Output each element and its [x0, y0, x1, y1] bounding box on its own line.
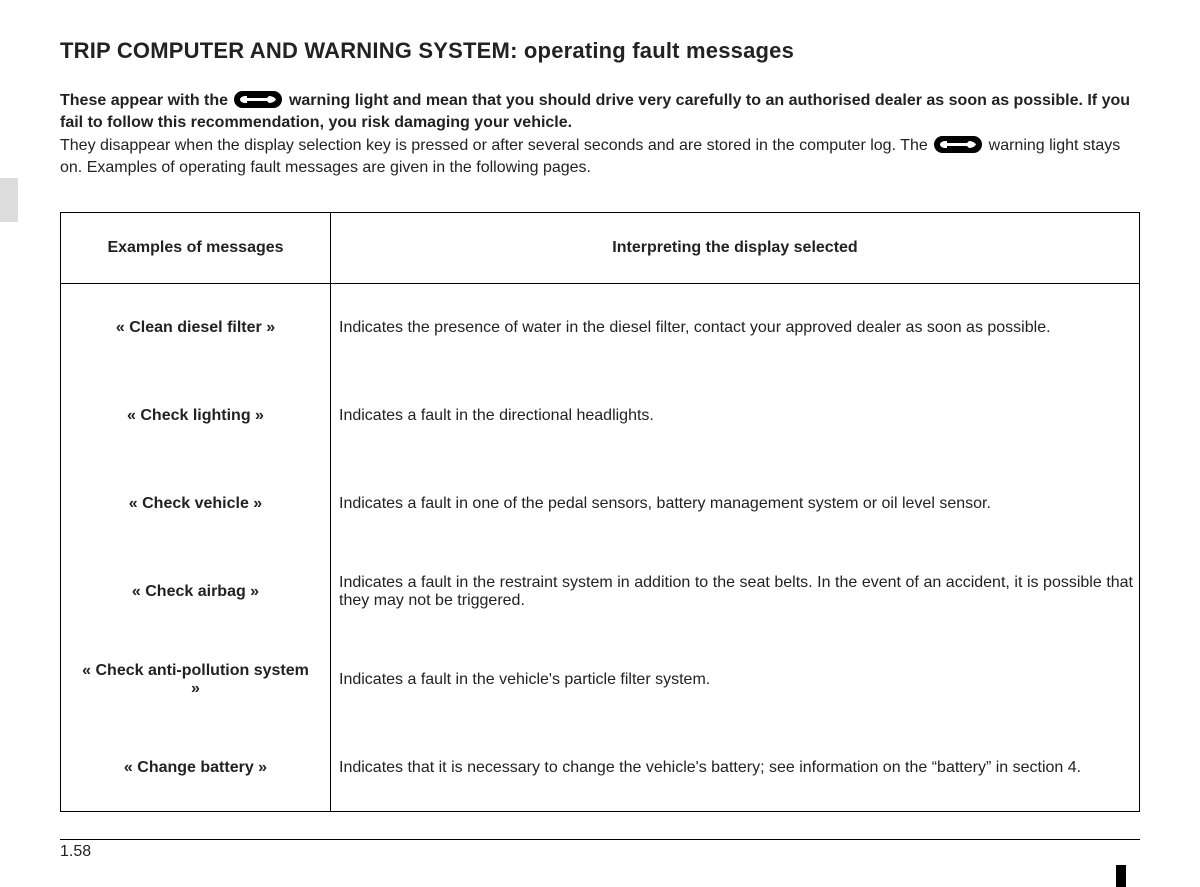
table-row: « Check vehicle » Indicates a fault in o… — [61, 460, 1140, 548]
description-cell: Indicates a fault in one of the pedal se… — [331, 460, 1140, 548]
table-row: « Clean diesel filter » Indicates the pr… — [61, 284, 1140, 372]
description-cell: Indicates that it is necessary to change… — [331, 724, 1140, 812]
intro-normal-part1: They disappear when the display selectio… — [60, 137, 932, 154]
description-cell: Indicates the presence of water in the d… — [331, 284, 1140, 372]
intro-bold-part1: These appear with the — [60, 92, 232, 109]
wrench-icon — [934, 136, 982, 153]
table-row: « Check airbag » Indicates a fault in th… — [61, 548, 1140, 636]
header-interpretation: Interpreting the display selected — [331, 213, 1140, 284]
manual-page: TRIP COMPUTER AND WARNING SYSTEM: operat… — [0, 0, 1200, 887]
page-number: 1.58 — [60, 839, 1140, 861]
table-row: « Check lighting » Indicates a fault in … — [61, 372, 1140, 460]
table-header-row: Examples of messages Interpreting the di… — [61, 213, 1140, 284]
message-cell: « Check vehicle » — [61, 460, 331, 548]
description-cell: Indicates a fault in the vehicle's parti… — [331, 636, 1140, 724]
intro-normal: They disappear when the display selectio… — [60, 135, 1140, 178]
description-cell: Indicates a fault in the directional hea… — [331, 372, 1140, 460]
page-title: TRIP COMPUTER AND WARNING SYSTEM: operat… — [60, 38, 1140, 64]
intro-bold: These appear with the warning light and … — [60, 90, 1140, 133]
message-cell: « Change battery » — [61, 724, 331, 812]
header-examples: Examples of messages — [61, 213, 331, 284]
message-cell: « Check airbag » — [61, 548, 331, 636]
message-cell: « Check anti-pollution system » — [61, 636, 331, 724]
table-row: « Change battery » Indicates that it is … — [61, 724, 1140, 812]
corner-mark — [1116, 865, 1126, 887]
message-cell: « Check lighting » — [61, 372, 331, 460]
fault-messages-table: Examples of messages Interpreting the di… — [60, 212, 1140, 812]
description-cell: Indicates a fault in the restraint syste… — [331, 548, 1140, 636]
wrench-icon — [234, 91, 282, 108]
table-row: « Check anti-pollution system » Indicate… — [61, 636, 1140, 724]
message-cell: « Clean diesel filter » — [61, 284, 331, 372]
